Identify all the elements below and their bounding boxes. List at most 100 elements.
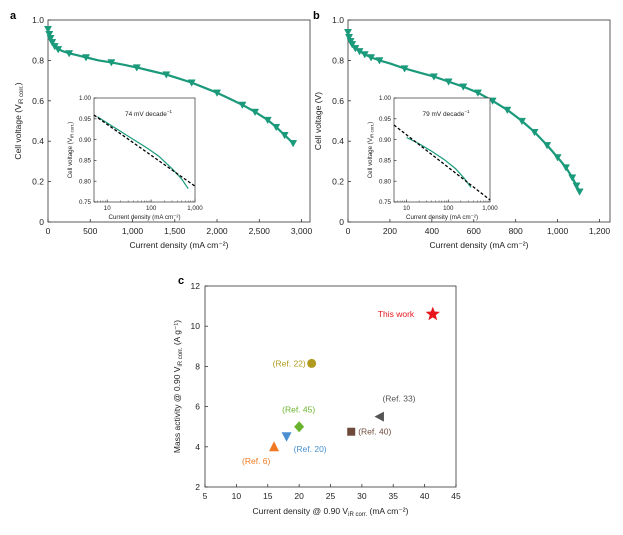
y-tick-label: 4 (195, 442, 200, 452)
data-point-marker (429, 73, 438, 81)
inset-y-tick-label: 0.90 (79, 137, 92, 144)
x-tick-label: 1,200 (589, 226, 611, 236)
data-point-marker (263, 116, 272, 125)
inset-y-axis-label: Cell voltage (ViR corr.) (67, 122, 75, 179)
inset-data-line (406, 136, 472, 188)
inset-y-tick-label: 0.90 (379, 137, 392, 144)
x-tick-label: 800 (509, 226, 523, 236)
inset-x-tick-label: 1,000 (187, 205, 203, 212)
y-tick-label: 0.6 (32, 96, 44, 106)
marker-ref-22 (307, 358, 317, 368)
panel-letter: c (178, 275, 184, 287)
inset-y-axis-label-subscript: iR corr. (370, 124, 375, 138)
data-point-marker (360, 51, 369, 59)
data-point-marker (54, 46, 63, 54)
tafel-fit-line (393, 124, 491, 201)
plot-frame (47, 19, 311, 223)
y-axis-label: Cell voltage (ViR corr.) (13, 82, 25, 159)
marker-this-work (425, 306, 440, 321)
data-point-marker (280, 132, 289, 140)
inset-y-tick-label: 0.80 (379, 178, 392, 185)
inset-data-line (97, 116, 189, 190)
inset-y-axis-label-end: ) (67, 122, 74, 124)
data-point-marker (444, 78, 453, 86)
marker-ref-45 (294, 421, 305, 433)
y-tick-label: 1.0 (32, 15, 44, 25)
inset-y-axis-label-end: ) (367, 122, 374, 124)
point-label: (Ref. 22) (273, 358, 306, 368)
x-tick-label: 600 (467, 226, 481, 236)
inset-plot: 10 100 1,000 0.75 0.80 0.85 0.90 0.95 1.00 Curren… (367, 95, 498, 221)
y-tick-label: 0.4 (332, 136, 344, 146)
data-point-marker (46, 35, 55, 43)
x-tick-label: 15 (263, 491, 273, 501)
data-point-marker (345, 34, 354, 42)
inset-x-axis-label: Current density (mA cm⁻²) (108, 214, 180, 221)
inset-y-tick-label: 0.80 (79, 178, 92, 185)
data-point-marker (343, 28, 353, 37)
x-axis-label-subscript: iR corr. (348, 512, 367, 518)
point-label: (Ref. 6) (242, 456, 271, 466)
panel-letter: b (313, 10, 320, 22)
data-point-marker (517, 117, 526, 126)
point-label: (Ref. 40) (358, 427, 391, 437)
data-point-marker (530, 128, 539, 137)
data-point-marker (553, 154, 562, 162)
inset-y-tick-label: 0.95 (79, 116, 92, 123)
panel-b: b 0 200 400 600 800 1,000 1,200 0 0.2 0.4 0.6 0.8 1.0… (313, 10, 610, 250)
tafel-slope-annotation: 74 mV decade−1 (125, 109, 173, 118)
y-axis-label-text: Mass activity @ 0.90 V (172, 366, 182, 453)
inset-x-tick-label: 100 (146, 205, 157, 212)
marker-ref-40 (347, 427, 356, 436)
x-tick-label: 2,500 (249, 226, 271, 236)
marker-ref-33 (374, 411, 384, 422)
y-tick-label: 0 (339, 217, 344, 227)
tafel-slope-superscript: −1 (167, 109, 173, 114)
x-axis-label-end: (mA cm⁻²) (367, 506, 408, 516)
inset-y-tick-label: 0.85 (79, 158, 92, 165)
plot-frame (347, 19, 611, 223)
data-point-marker (568, 174, 577, 182)
y-tick-label: 2 (195, 482, 200, 492)
inset-y-axis-label-subscript: iR corr. (70, 124, 75, 138)
x-tick-label: 20 (294, 491, 304, 501)
x-tick-label: 5 (203, 491, 208, 501)
inset-x-axis-label: Current density (mA cm⁻²) (406, 214, 478, 221)
x-tick-label: 200 (383, 226, 397, 236)
inset-y-tick-label: 0.75 (79, 199, 92, 206)
tafel-slope-annotation: 79 mV decade−1 (422, 109, 470, 118)
data-point-marker (43, 25, 53, 34)
x-tick-label: 2,000 (206, 226, 228, 236)
y-tick-label: 8 (195, 361, 200, 371)
panel-letter: a (10, 10, 17, 22)
tafel-slope-text: 74 mV decade (125, 111, 167, 118)
data-point-marker (272, 123, 281, 132)
data-point-marker (213, 89, 222, 97)
data-point-marker (459, 83, 468, 91)
data-point-marker (488, 97, 497, 105)
x-tick-label: 25 (326, 491, 336, 501)
x-tick-label: 45 (451, 491, 461, 501)
y-axis-label-end: (A g⁻¹) (172, 320, 182, 348)
y-tick-label: 0.6 (332, 96, 344, 106)
data-point-marker (82, 54, 91, 62)
data-point-marker (132, 64, 141, 72)
data-point-marker (503, 106, 512, 115)
inset-y-tick-label: 1.00 (379, 95, 392, 102)
y-axis-label: Mass activity @ 0.90 ViR corr. (A g⁻¹) (172, 320, 184, 453)
data-point-marker (238, 101, 247, 109)
data-point-marker (367, 54, 376, 62)
data-point-marker (473, 89, 482, 97)
x-tick-label: 1,000 (122, 226, 144, 236)
x-tick-label: 10 (232, 491, 242, 501)
point-label: (Ref. 20) (294, 444, 327, 454)
x-axis-label: Current density (mA cm⁻²) (430, 240, 529, 250)
data-point-marker (572, 182, 581, 190)
x-axis-label: Current density (mA cm⁻²) (130, 240, 229, 250)
x-tick-label: 0 (46, 226, 51, 236)
point-label: This work (378, 309, 415, 319)
y-axis-label-end: ) (13, 82, 23, 85)
data-point-marker (162, 71, 171, 79)
point-label: (Ref. 33) (382, 394, 415, 404)
